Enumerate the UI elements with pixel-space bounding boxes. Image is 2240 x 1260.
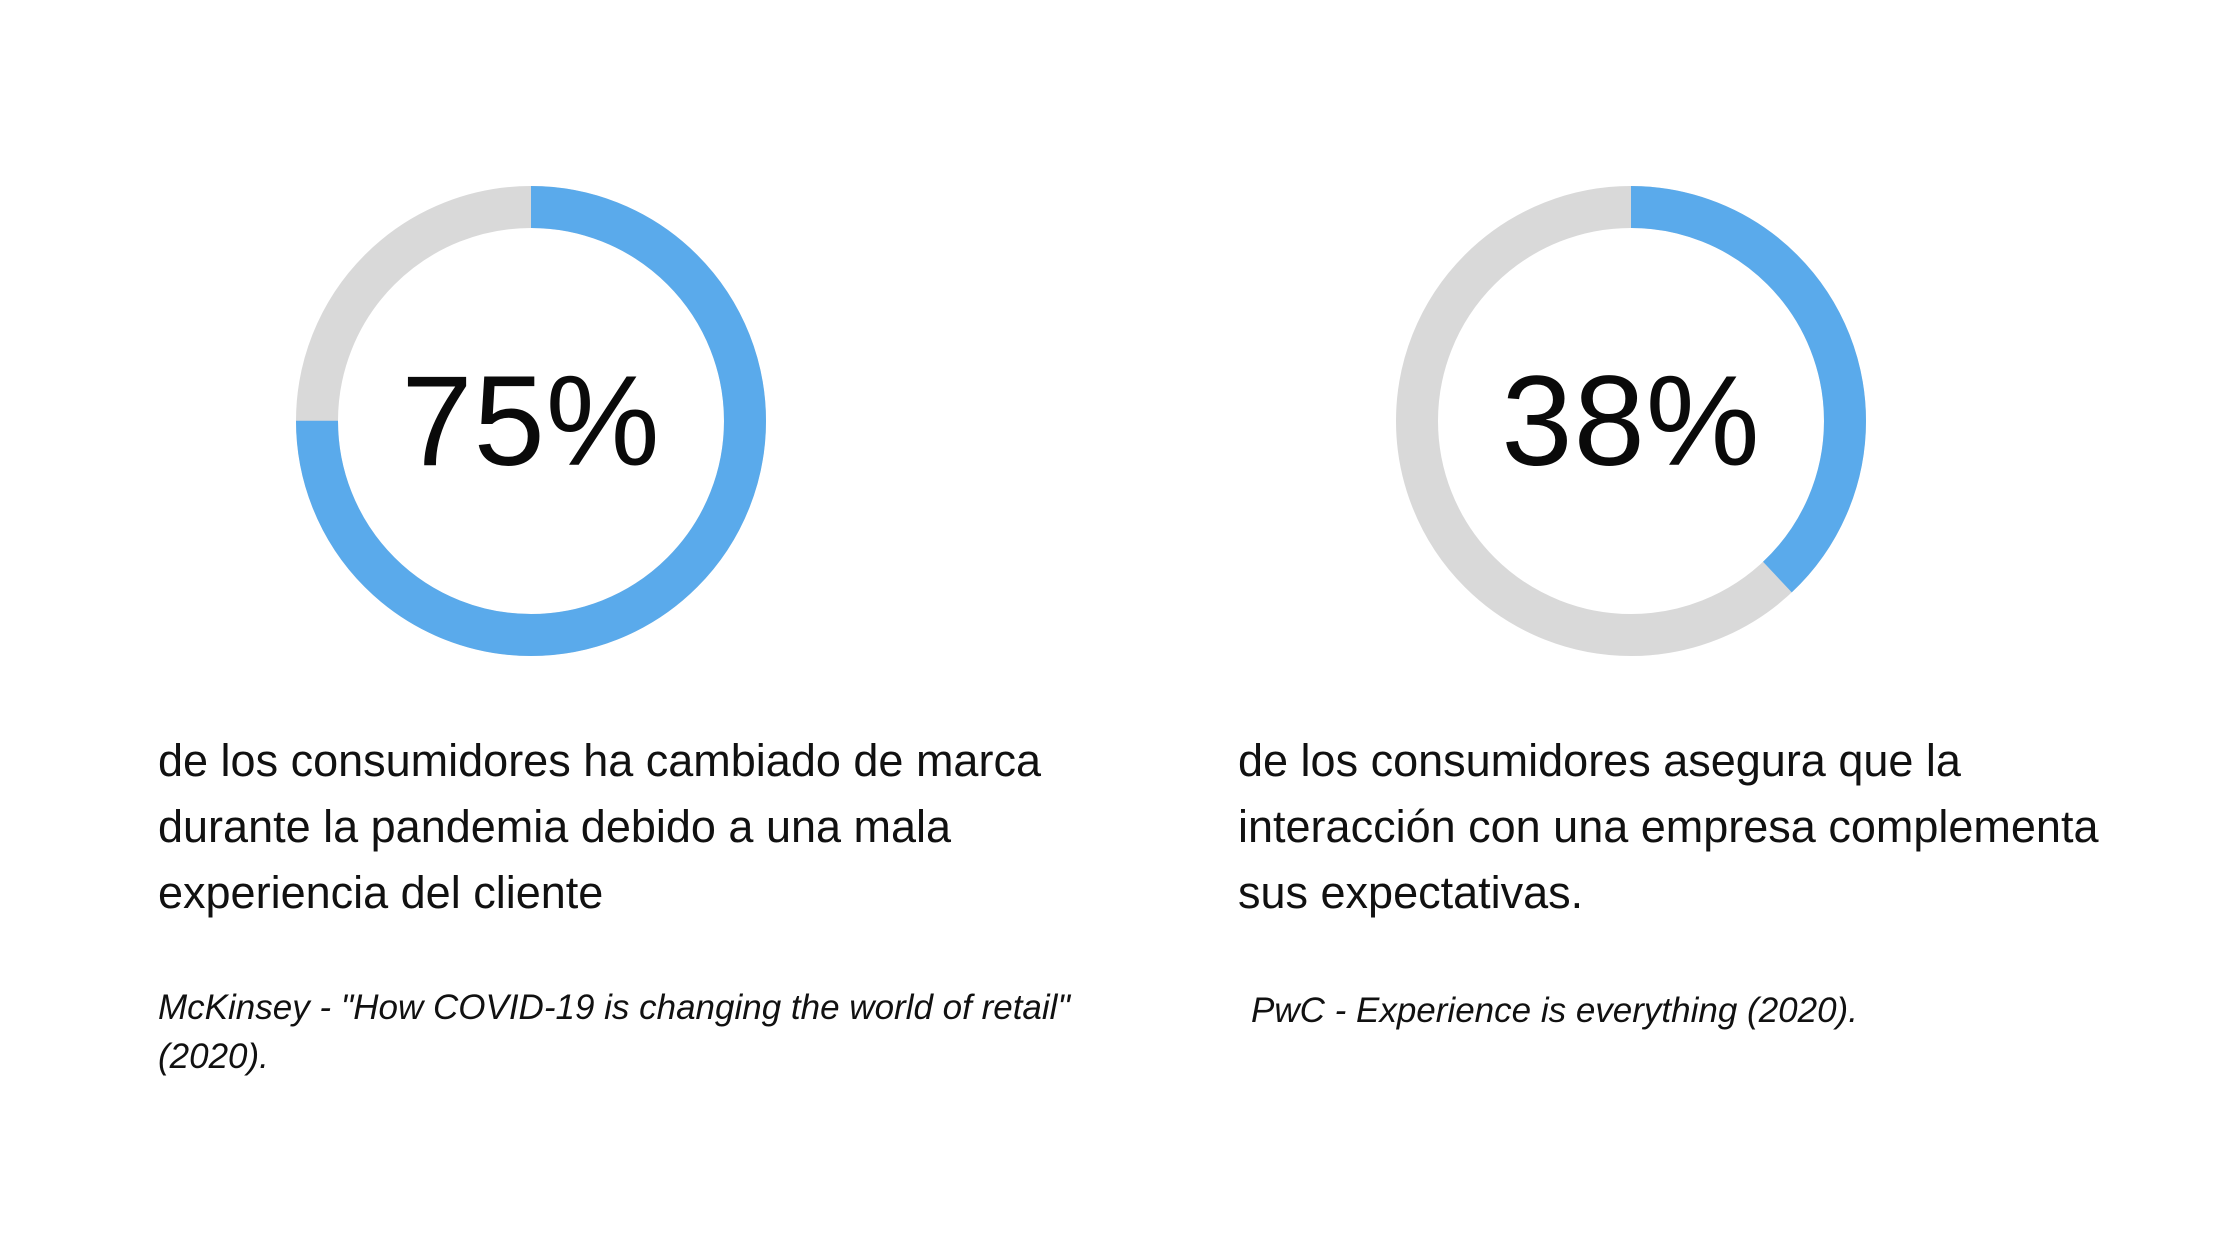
stat-card-left: 75% de los consumidores ha cambiado de m… bbox=[158, 186, 1070, 1076]
donut-chart: 38% bbox=[1396, 186, 1866, 656]
donut-svg bbox=[296, 186, 766, 656]
donut-svg bbox=[1396, 186, 1866, 656]
percentage-label: 38% bbox=[1501, 349, 1761, 493]
stat-card-right: 38% de los consumidores asegura que la i… bbox=[1120, 0, 2240, 1260]
percentage-label: 75% bbox=[401, 349, 661, 493]
stat-description: de los consumidores asegura que la inter… bbox=[1238, 735, 2099, 918]
donut-progress-arc bbox=[1396, 186, 1866, 656]
stat-source: McKinsey - "How COVID-19 is changing the… bbox=[158, 988, 1070, 1076]
stat-description: de los consumidores ha cambiado de marca… bbox=[158, 735, 1041, 918]
donut-chart: 75% bbox=[296, 186, 766, 656]
stat-source: PwC - Experience is everything (2020). bbox=[1251, 991, 1858, 1030]
donut-progress-arc bbox=[296, 186, 766, 656]
